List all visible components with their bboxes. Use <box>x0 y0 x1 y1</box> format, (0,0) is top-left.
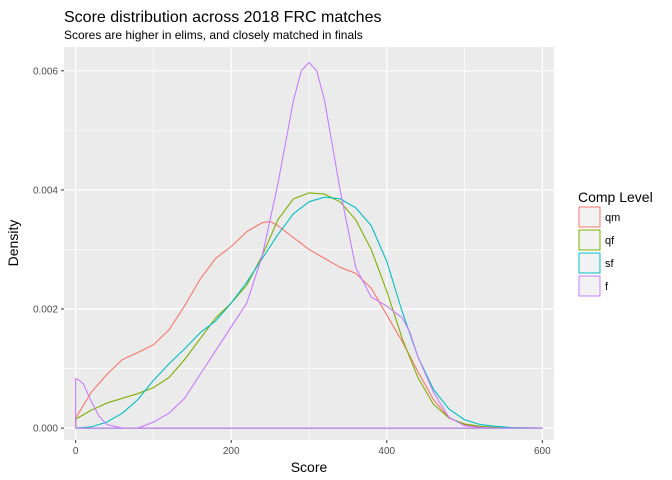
y-tick-label: 0.000 <box>33 424 58 435</box>
x-axis-ticks: 0 200 400 600 <box>73 440 551 457</box>
legend-title: Comp Level <box>578 189 653 205</box>
y-tick-label: 0.004 <box>33 185 58 196</box>
legend-key-f <box>578 275 601 297</box>
y-axis-title: Density <box>5 220 21 267</box>
legend-key-qf <box>578 229 601 251</box>
legend: Comp Level qm qf sf f <box>578 189 653 297</box>
chart-title: Score distribution across 2018 FRC match… <box>64 9 381 26</box>
series-sf-curve <box>75 196 543 429</box>
legend-label-f: f <box>605 281 609 293</box>
y-tick-label: 0.002 <box>33 305 58 316</box>
series-qf-curve <box>75 192 543 429</box>
y-tick-label: 0.006 <box>33 66 58 77</box>
x-tick-label: 400 <box>378 446 395 457</box>
minor-grid <box>64 47 554 440</box>
legend-label-sf: sf <box>605 258 615 270</box>
x-tick-label: 0 <box>73 446 79 457</box>
y-axis-ticks: 0.000 0.002 0.004 0.006 <box>33 66 64 435</box>
series-f-curve <box>75 61 543 429</box>
legend-label-qf: qf <box>605 235 615 247</box>
chart-subtitle: Scores are higher in elims, and closely … <box>64 28 363 42</box>
x-axis-title: Score <box>291 459 328 475</box>
series-qm-curve <box>75 220 543 429</box>
legend-label-qm: qm <box>605 212 620 224</box>
density-curves <box>75 61 543 429</box>
legend-key-sf <box>578 252 601 274</box>
x-tick-label: 600 <box>534 446 551 457</box>
x-tick-label: 200 <box>223 446 240 457</box>
legend-key-qm <box>578 206 601 228</box>
